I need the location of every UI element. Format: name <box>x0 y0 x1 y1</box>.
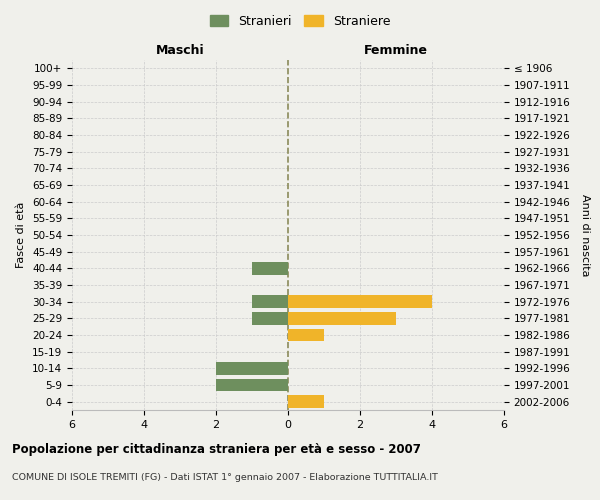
Bar <box>216 362 288 374</box>
Text: COMUNE DI ISOLE TREMITI (FG) - Dati ISTAT 1° gennaio 2007 - Elaborazione TUTTITA: COMUNE DI ISOLE TREMITI (FG) - Dati ISTA… <box>12 472 438 482</box>
Bar <box>288 329 324 341</box>
Text: Popolazione per cittadinanza straniera per età e sesso - 2007: Popolazione per cittadinanza straniera p… <box>12 442 421 456</box>
Bar <box>288 312 396 324</box>
Bar <box>252 312 288 324</box>
Legend: Stranieri, Straniere: Stranieri, Straniere <box>206 11 394 32</box>
Bar <box>252 262 288 274</box>
Text: Femmine: Femmine <box>364 44 428 57</box>
Bar <box>252 296 288 308</box>
Y-axis label: Anni di nascita: Anni di nascita <box>580 194 590 276</box>
Y-axis label: Fasce di età: Fasce di età <box>16 202 26 268</box>
Bar <box>288 296 432 308</box>
Text: Maschi: Maschi <box>155 44 205 57</box>
Bar <box>216 379 288 391</box>
Bar <box>288 396 324 408</box>
